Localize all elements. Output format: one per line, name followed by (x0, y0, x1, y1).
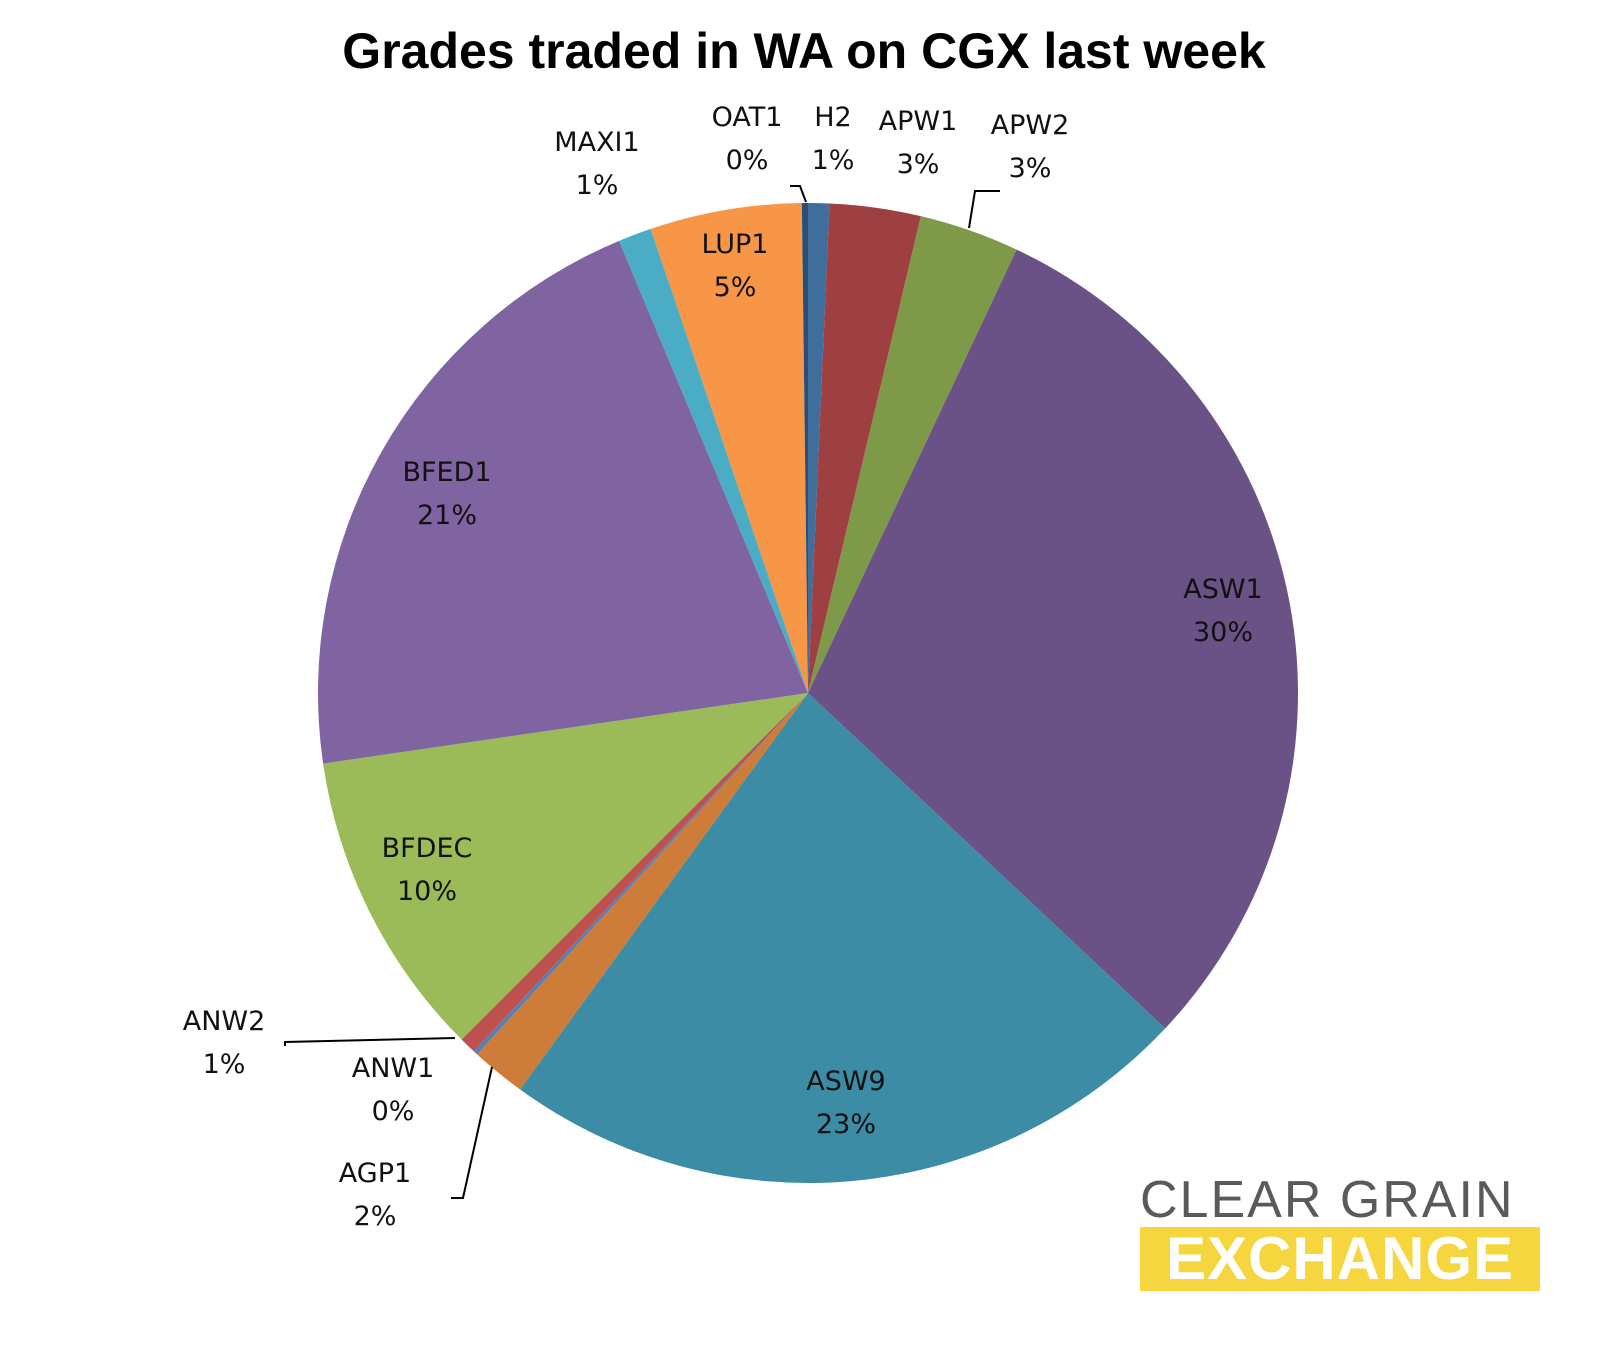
slice-anw1 (473, 693, 808, 1055)
slice-label-apw1: APW1 (879, 106, 958, 137)
slice-label-agp1: AGP1 (339, 1158, 411, 1189)
slice-label-apw2: APW2 (991, 110, 1070, 141)
slice-agp1 (477, 693, 808, 1090)
leader-line-apw2 (968, 190, 1000, 229)
slice-label-anw2: ANW2 (183, 1006, 266, 1037)
leader-line-anw2 (284, 1037, 456, 1046)
slice-label-h2: H2 (814, 102, 851, 133)
slice-label-asw9: ASW9 (806, 1066, 885, 1097)
slice-percent-apw2: 3% (1009, 153, 1052, 184)
slice-percent-apw1: 3% (897, 149, 940, 180)
slice-label-bfdec: BFDEC (382, 833, 473, 864)
slice-bfed1 (318, 240, 808, 764)
chart-title: Grades traded in WA on CGX last week (342, 23, 1266, 79)
leader-line-agp1 (451, 1066, 493, 1199)
slice-label-bfed1: BFED1 (402, 457, 491, 488)
slice-label-maxi1: MAXI1 (554, 127, 639, 158)
slice-label-asw1: ASW1 (1183, 574, 1262, 605)
slice-apw1 (808, 203, 921, 693)
slice-percent-oat1: 0% (726, 145, 769, 176)
slice-oat1 (801, 203, 808, 693)
slice-percent-anw2: 1% (203, 1049, 246, 1080)
slice-anw2 (461, 693, 808, 1052)
slice-percent-bfdec: 10% (397, 876, 457, 907)
slice-percent-agp1: 2% (354, 1201, 397, 1232)
slice-maxi1 (619, 228, 808, 694)
slice-h2 (808, 203, 830, 693)
slice-percent-asw1: 30% (1193, 617, 1253, 648)
slice-asw9 (519, 693, 1166, 1183)
slice-percent-asw9: 23% (816, 1109, 876, 1140)
slice-label-anw1: ANW1 (352, 1053, 435, 1084)
slice-bfdec (323, 693, 808, 1040)
slice-label-oat1: OAT1 (712, 102, 783, 133)
slice-percent-bfed1: 21% (417, 500, 477, 531)
logo-line-2: EXCHANGE (1140, 1227, 1540, 1291)
logo-line-1: CLEAR GRAIN (1140, 1171, 1515, 1229)
slice-asw1 (808, 249, 1298, 1029)
slice-percent-lup1: 5% (714, 272, 757, 303)
leader-line-oat1 (790, 185, 807, 203)
slice-percent-h2: 1% (812, 145, 855, 176)
slice-percent-anw1: 0% (372, 1096, 415, 1127)
slice-percent-maxi1: 1% (576, 170, 619, 201)
slice-label-lup1: LUP1 (702, 229, 769, 260)
slice-lup1 (650, 203, 808, 693)
slice-apw2 (808, 216, 1017, 693)
